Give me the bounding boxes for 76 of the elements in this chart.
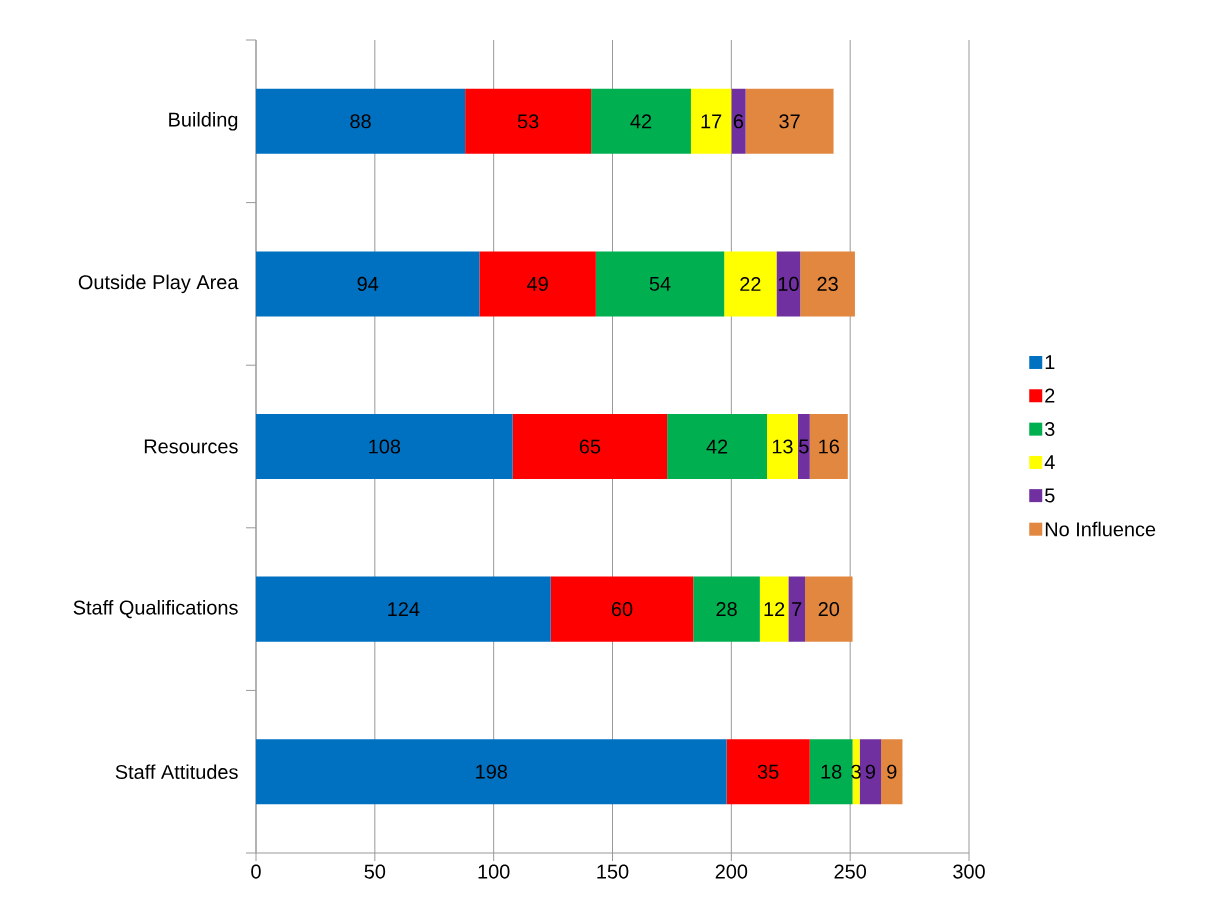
legend-label: 4 [1044,455,1055,470]
bar [788,576,806,642]
bar [759,576,789,642]
bar [512,413,668,480]
x-tick-label: 50 [364,864,386,879]
data-label: 28 [716,602,737,617]
bar [881,739,903,805]
data-label: 42 [706,439,728,454]
bar [693,576,760,642]
data-label: 65 [579,439,601,454]
legend-label: 3 [1045,421,1055,437]
data-label: 7 [792,602,802,616]
data-label: 10 [778,276,799,291]
x-tick-label: 250 [834,864,866,879]
data-label: 35 [757,764,779,779]
data-label: 23 [817,276,838,291]
bar [479,251,596,317]
legend-label: 2 [1045,388,1055,403]
legend-label: No Influence [1045,521,1156,537]
data-label: 94 [357,276,379,291]
data-label: 18 [821,764,842,779]
bar [256,413,513,480]
x-tick-label: 0 [251,864,261,879]
bar [667,413,767,480]
y-tick-label: Outside Play Area [78,274,239,294]
data-label: 37 [779,114,800,129]
data-label: 198 [476,764,508,779]
x-tick-label: 200 [715,864,748,879]
bar [595,251,725,317]
bar [859,739,882,805]
data-label: 16 [819,439,839,454]
data-label: 9 [865,764,875,779]
x-tick-label: 100 [478,864,510,879]
y-tick-label: Building [169,112,238,131]
bar [726,739,810,805]
bar [465,88,592,154]
y-tick-label: Staff Attitudes [115,764,238,780]
legend-label: 5 [1045,488,1055,503]
bar [256,576,551,642]
bar [745,88,834,154]
data-label: 108 [369,439,401,454]
bar [809,413,848,480]
data-label: 17 [701,114,722,129]
bar [724,251,777,317]
data-label: 22 [740,276,761,291]
data-label: 42 [630,114,652,129]
data-label: 6 [733,114,744,129]
data-label: 60 [611,602,633,617]
x-tick-label: 150 [597,864,629,879]
bar [797,413,810,480]
bar [256,739,727,805]
bar [731,88,746,154]
bar [805,576,853,642]
data-label: 124 [388,602,420,617]
bar [800,251,855,317]
data-label: 9 [887,764,897,779]
data-label: 53 [517,114,539,129]
data-label: 20 [818,602,840,617]
bar [809,739,853,805]
bar [550,576,694,642]
bar [776,251,801,317]
data-label: 88 [350,114,371,129]
data-label: 49 [527,276,548,291]
legend-label: 1 [1045,355,1055,370]
y-tick-label: Staff Qualifications [73,600,238,619]
data-label: 13 [772,439,793,454]
bar [256,88,466,154]
bar [256,251,480,317]
y-tick-label: Resources [144,439,238,454]
bar [690,88,732,154]
data-label: 54 [649,276,671,291]
data-label: 5 [799,439,809,454]
data-label: 12 [764,602,785,617]
x-tick-label: 300 [953,864,985,879]
bar [766,413,798,480]
bar [591,88,691,154]
